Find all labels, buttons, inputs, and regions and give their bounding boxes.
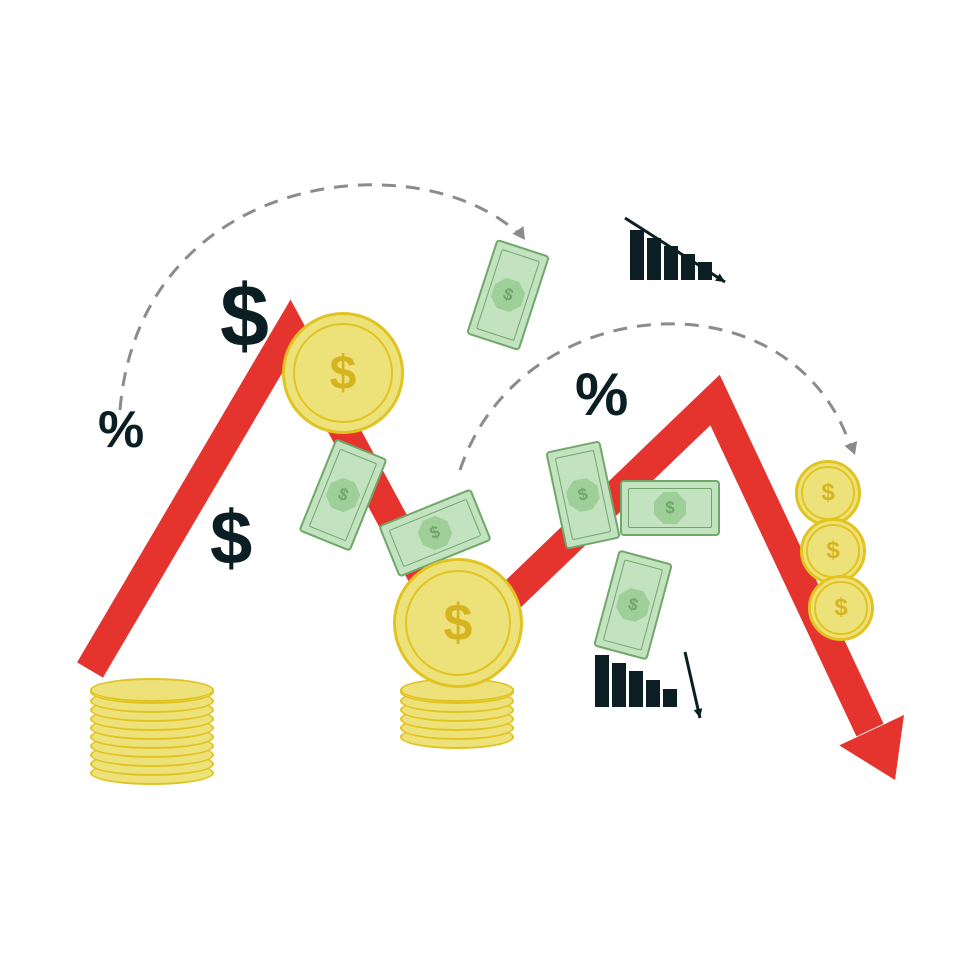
mini-bar <box>647 238 661 280</box>
mini-bar <box>630 230 644 280</box>
infographic-canvas: $$$$$$ $$ $$$ $$ %% <box>0 0 980 980</box>
mini-bar <box>646 680 660 707</box>
mini-bar <box>629 671 643 707</box>
mini-bar <box>595 655 609 707</box>
mini-chart-arrow-line <box>685 652 700 718</box>
mini-bar <box>612 663 626 707</box>
bar-charts-layer <box>0 0 980 980</box>
mini-bar <box>663 689 677 707</box>
